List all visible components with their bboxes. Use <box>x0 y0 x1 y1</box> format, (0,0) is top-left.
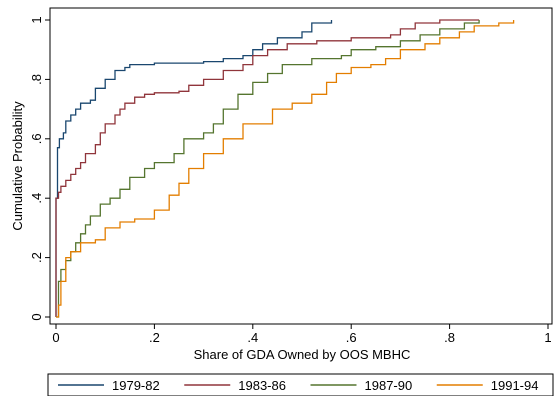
x-tick-label: .4 <box>247 330 258 345</box>
plot-frame <box>49 7 553 325</box>
x-tick-label: .6 <box>346 330 357 345</box>
y-axis-label: Cumulative Probability <box>10 101 25 231</box>
x-tick-label: 0 <box>52 330 59 345</box>
series-layer <box>55 19 515 318</box>
series-line-1991-94 <box>56 20 515 318</box>
legend-box <box>47 373 554 396</box>
legend-entry: 1979-82 <box>112 378 160 393</box>
y-axis: 0 .2 .4 .6 .8 1 <box>29 16 50 321</box>
y-tick-label: .6 <box>29 133 44 144</box>
y-tick-label: .2 <box>29 252 44 263</box>
y-tick-label: .4 <box>29 193 44 204</box>
x-tick-label: .8 <box>444 330 455 345</box>
x-tick-label: 1 <box>544 330 551 345</box>
plot-border <box>49 7 553 325</box>
legend-entry: 1983-86 <box>238 378 286 393</box>
legend: 1979-82 1983-86 1987-90 1991-94 <box>47 373 554 396</box>
x-axis: 0 .2 .4 .6 .8 1 <box>52 324 552 345</box>
x-tick-label: .2 <box>149 330 160 345</box>
series-line-1979-82 <box>55 20 333 317</box>
y-tick-label: 0 <box>29 313 44 320</box>
series-line-1983-86 <box>55 19 480 317</box>
legend-entry: 1987-90 <box>365 378 413 393</box>
y-tick-label: 1 <box>29 16 44 23</box>
series-line-1987-90 <box>56 20 480 318</box>
y-tick-label: .8 <box>29 74 44 85</box>
x-axis-label: Share of GDA Owned by OOS MBHC <box>194 347 411 362</box>
legend-entry: 1991-94 <box>491 378 539 393</box>
